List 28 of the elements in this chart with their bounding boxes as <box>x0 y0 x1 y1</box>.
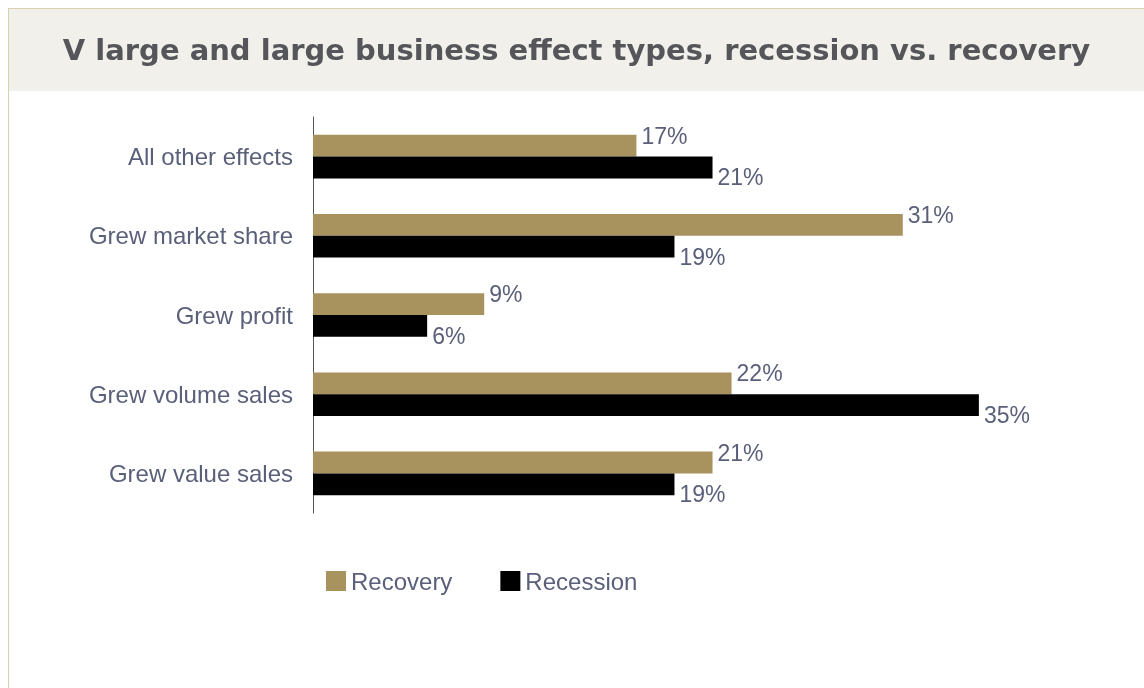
data-label: 19% <box>679 243 726 270</box>
bar <box>313 156 713 179</box>
bar <box>313 372 732 395</box>
chart-title: V large and large business effect types, recession vs. recovery <box>9 9 1144 91</box>
data-label: 22% <box>736 360 783 387</box>
legend-label: Recovery <box>351 567 453 595</box>
data-label: 21% <box>717 164 764 191</box>
bar <box>313 394 979 416</box>
bar <box>313 293 485 315</box>
bar <box>313 473 675 496</box>
bar <box>313 315 428 337</box>
data-label: 31% <box>907 201 954 228</box>
bar <box>313 235 675 258</box>
bar <box>313 134 637 157</box>
bar <box>313 451 713 474</box>
data-label: 19% <box>679 481 726 508</box>
y-tick-label: Grew volume sales <box>88 380 293 408</box>
y-tick-label: Grew profit <box>175 301 294 329</box>
y-tick-label: All other effects <box>128 143 293 171</box>
y-tick-label: Grew market share <box>88 222 293 250</box>
data-label: 35% <box>983 402 1030 429</box>
bar <box>313 214 903 236</box>
data-label: 17% <box>641 122 688 149</box>
legend-label: Recession <box>525 567 638 595</box>
data-label: 6% <box>432 322 466 349</box>
data-label: 21% <box>717 439 764 466</box>
y-tick-label: Grew value sales <box>108 459 293 487</box>
data-label: 9% <box>489 281 523 308</box>
